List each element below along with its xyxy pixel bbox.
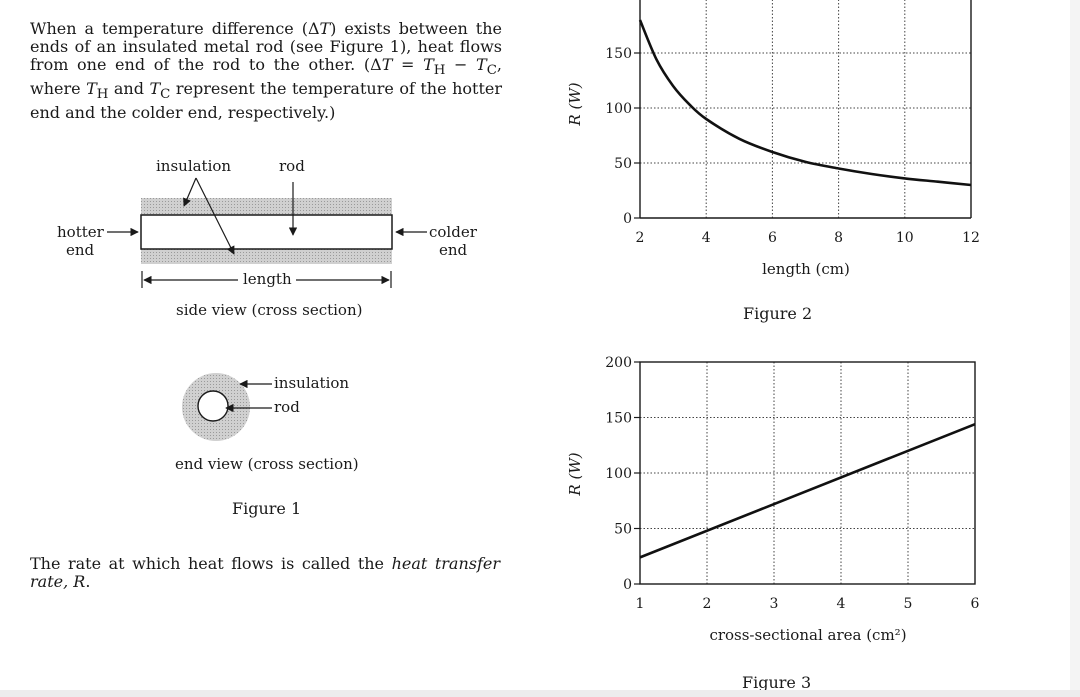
fig2-xtick-label: 2: [636, 230, 645, 246]
side-view-label: side view (cross section): [176, 301, 363, 319]
colder-end-label-line1: colder: [429, 223, 477, 241]
fig3-series-line: [639, 422, 976, 559]
fig2-y-axis-label: R (W): [566, 82, 584, 126]
fig2-chart: 0 50 100 150 2 4 6 8 10 12 length (cm) R (W): [566, 0, 980, 278]
fig2-xtick-label: 6: [768, 230, 777, 246]
fig2-ytick-label: 50: [614, 156, 632, 172]
fig3-xtick-label: 5: [904, 596, 913, 612]
fig3-chart: 0 50 100 150 200 1 2 3 4 5 6 cross-sectional area (…: [566, 355, 980, 644]
closing-paragraph: The rate at which heat flows is called t…: [30, 554, 501, 591]
rod-side: [140, 214, 393, 250]
insulation-pointer-2: [195, 177, 235, 255]
hotter-end-label-line2: end: [66, 241, 95, 259]
fig2-ytick-label: 0: [623, 211, 632, 227]
fig2-x-axis-label: length (cm): [762, 260, 850, 278]
page-bottom-edge: [0, 690, 1080, 697]
fig3-xtick-label: 6: [971, 596, 980, 612]
fig2-xtick-label: 4: [702, 230, 711, 246]
fig3-xtick-label: 4: [837, 596, 846, 612]
fig2-xtick-label: 12: [962, 230, 980, 246]
hotter-end-label-line1: hotter: [57, 223, 104, 241]
end-insulation-label: insulation: [274, 374, 350, 392]
fig3-xtick-label: 3: [770, 596, 779, 612]
rod-label: rod: [279, 157, 305, 175]
figure2-caption: Figure 2: [743, 304, 813, 323]
insulation-label: insulation: [156, 157, 232, 175]
fig3-ytick-label: 100: [605, 466, 632, 482]
fig3-xtick-label: 1: [636, 596, 645, 612]
page-edge: [1070, 0, 1080, 697]
fig2-series-line: [638, 19, 972, 187]
colder-end-label-line2: end: [439, 241, 468, 259]
intro-paragraph: When a temperature difference (ΔT) exist…: [30, 19, 503, 123]
length-label: length: [243, 270, 292, 288]
fig2-ytick-label: 100: [605, 101, 632, 117]
fig3-x-axis-label: cross-sectional area (cm²): [709, 626, 906, 644]
end-rod-label: rod: [274, 398, 300, 416]
fig3-ytick-label: 150: [605, 411, 632, 427]
figure3-caption: Figure 3: [742, 673, 812, 692]
figure1-diagram: [107, 177, 427, 441]
insulation-pointer-1: [183, 177, 197, 207]
figure1-caption: Figure 1: [232, 499, 302, 518]
fig3-ytick-label: 200: [605, 355, 632, 371]
fig2-ytick-label: 150: [605, 46, 632, 62]
end-view-label: end view (cross section): [175, 455, 359, 473]
fig3-ytick-label: 50: [614, 522, 632, 538]
fig2-xtick-label: 8: [834, 230, 843, 246]
fig3-ytick-label: 0: [623, 577, 632, 593]
fig2-xtick-label: 10: [896, 230, 914, 246]
fig3-xtick-label: 2: [703, 596, 712, 612]
fig3-y-axis-label: R (W): [566, 452, 584, 496]
